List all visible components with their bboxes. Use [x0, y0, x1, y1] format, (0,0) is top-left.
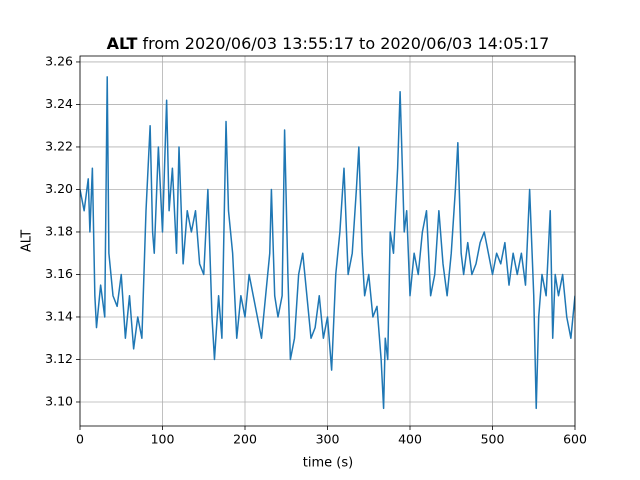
y-axis-label: ALT — [20, 230, 35, 252]
y-tick-label: 3.18 — [45, 223, 73, 238]
x-tick-label: 200 — [233, 432, 257, 447]
data-line — [80, 76, 575, 410]
y-tick-label: 3.10 — [45, 393, 73, 408]
y-tick-label: 3.26 — [45, 53, 73, 68]
y-tick-label: 3.24 — [45, 96, 73, 111]
title-bold: ALT — [107, 34, 138, 53]
x-tick-label: 300 — [316, 432, 340, 447]
chart-title: ALT from 2020/06/03 13:55:17 to 2020/06/0… — [107, 34, 550, 53]
x-tick-label: 0 — [76, 432, 84, 447]
x-axis-label: time (s) — [303, 456, 353, 471]
x-tick-label: 500 — [481, 432, 505, 447]
x-tick-label: 600 — [563, 432, 587, 447]
y-tick-label: 3.20 — [45, 181, 73, 196]
y-tick-label: 3.16 — [45, 266, 73, 281]
x-tick-label: 100 — [151, 432, 175, 447]
y-tick-label: 3.12 — [45, 351, 73, 366]
x-tick-label: 400 — [398, 432, 422, 447]
y-tick-label: 3.22 — [45, 138, 73, 153]
plot-frame — [79, 55, 576, 427]
title-rest: from 2020/06/03 13:55:17 to 2020/06/03 1… — [142, 34, 549, 53]
y-tick-label: 3.14 — [45, 308, 73, 323]
